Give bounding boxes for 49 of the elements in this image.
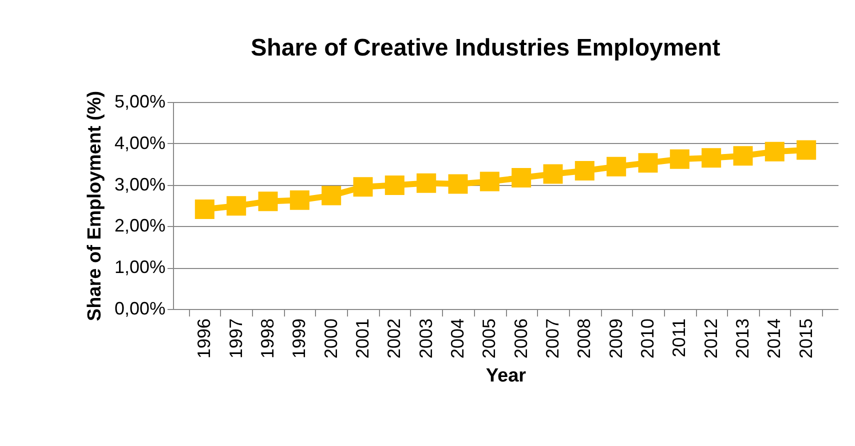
point xyxy=(353,177,373,197)
point xyxy=(258,192,278,212)
y-tick-label: 2,00% xyxy=(114,216,166,236)
x-tick-label: 2005 xyxy=(479,318,500,359)
point xyxy=(480,172,500,192)
x-tick-label: 2013 xyxy=(732,318,752,359)
x-tick-label: 2002 xyxy=(384,318,404,359)
y-tick-label: 5,00% xyxy=(114,92,166,112)
point xyxy=(290,190,310,210)
y-axis-title: Share of Employment (%) xyxy=(84,90,106,322)
x-tick-label: 2009 xyxy=(606,318,626,359)
x-tick-label: 2015 xyxy=(796,318,816,359)
point xyxy=(606,156,626,176)
y-tick-label: 4,00% xyxy=(114,132,166,153)
point xyxy=(416,173,436,193)
chart-title: Share of Creative Industries Employment xyxy=(250,34,720,62)
x-tick-label: 2008 xyxy=(574,318,594,359)
point xyxy=(543,164,563,184)
point xyxy=(764,142,784,162)
point xyxy=(194,199,214,219)
x-tick-label: 2003 xyxy=(416,318,436,359)
point xyxy=(448,174,468,194)
x-tick-label: 2001 xyxy=(352,318,372,359)
point xyxy=(796,140,816,160)
x-tick-label: 2000 xyxy=(320,318,341,359)
x-tick-label: 1998 xyxy=(258,318,278,359)
x-tick-label: 2006 xyxy=(510,318,531,359)
point xyxy=(574,160,594,180)
point xyxy=(384,175,404,195)
x-tick-label: 2007 xyxy=(542,318,562,359)
x-tick-label: 1997 xyxy=(226,318,246,359)
x-axis-title: Year xyxy=(486,366,527,387)
x-tick-label: 2004 xyxy=(448,318,468,359)
point xyxy=(638,153,658,173)
y-tick-label: 1,00% xyxy=(114,257,166,278)
point xyxy=(322,186,342,206)
y-tick-label: 3,00% xyxy=(114,174,166,194)
y-tick-label: 0,00% xyxy=(114,298,166,318)
x-tick-label: 1996 xyxy=(194,318,214,359)
x-tick-label: 2012 xyxy=(700,318,721,359)
x-tick-label: 1999 xyxy=(289,318,310,359)
point xyxy=(670,149,690,169)
point xyxy=(702,148,722,168)
x-tick-label: 2014 xyxy=(764,318,784,359)
x-tick-label: 2011 xyxy=(669,318,690,358)
point xyxy=(733,146,753,166)
point xyxy=(226,196,246,216)
point xyxy=(512,168,532,188)
x-tick-label: 2010 xyxy=(638,318,658,359)
